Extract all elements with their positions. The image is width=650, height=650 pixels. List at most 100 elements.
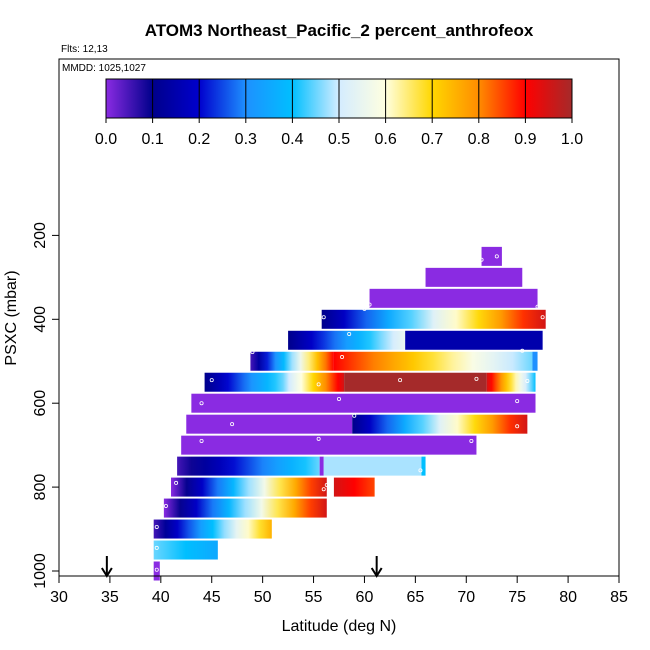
x-tick-label: 70 — [457, 589, 475, 606]
data-band-segment — [319, 456, 324, 476]
data-band-segment — [321, 309, 546, 329]
plot-area — [153, 246, 546, 581]
sample-marker — [479, 257, 484, 262]
colorbar-tick-label: 0.2 — [188, 131, 210, 148]
sample-marker — [199, 401, 204, 406]
data-band-segment — [191, 393, 536, 413]
data-band-segment — [250, 351, 334, 371]
sample-marker — [515, 399, 520, 404]
sample-marker — [324, 483, 329, 488]
y-tick-label: 800 — [32, 474, 49, 501]
data-band-segment — [163, 498, 327, 518]
data-band-segment — [323, 456, 422, 476]
x-tick-label: 35 — [101, 589, 119, 606]
colorbar-tick-label: 0.0 — [95, 131, 117, 148]
flights-label: Flts: 12,13 — [61, 44, 108, 55]
data-band-segment — [186, 414, 353, 434]
y-tick-label: 200 — [32, 222, 49, 249]
sample-marker — [336, 397, 341, 402]
data-band-segment — [153, 540, 218, 560]
y-axis-label: PSXC (mbar) — [3, 270, 20, 365]
x-tick-label: 55 — [305, 589, 323, 606]
sample-marker — [163, 503, 168, 508]
colorbar-frame — [105, 78, 573, 119]
colorbar-tick-label: 0.9 — [514, 131, 536, 148]
colorbar-tick-label: 0.7 — [421, 131, 443, 148]
data-band-segment — [352, 414, 528, 434]
sample-marker — [540, 315, 545, 320]
sample-marker — [340, 355, 345, 360]
sample-marker — [418, 468, 423, 473]
x-tick-label: 80 — [559, 589, 577, 606]
data-band-segment — [177, 456, 320, 476]
colorbar-tick-label: 1.0 — [561, 131, 583, 148]
sample-marker — [520, 348, 525, 353]
data-band-segment — [405, 330, 543, 350]
x-axis-label: Latitude (deg N) — [282, 618, 397, 635]
x-tick-label: 50 — [254, 589, 272, 606]
sample-marker — [209, 378, 214, 383]
chart-title: ATOM3 Northeast_Pacific_2 percent_anthro… — [145, 21, 534, 40]
sample-marker — [515, 424, 520, 429]
axes: 30 35 40 45 50 55 60 65 70 75 80 85 200 400 600 800 1000 — [32, 222, 628, 606]
data-band-segment — [344, 372, 487, 392]
arrow-head-icon — [101, 567, 113, 578]
x-tick-label: 85 — [610, 589, 628, 606]
sample-marker — [321, 315, 326, 320]
colorbar-tick-label: 0.4 — [281, 131, 303, 148]
data-band-segment — [171, 477, 327, 497]
sample-marker — [474, 376, 479, 381]
sample-marker — [250, 350, 255, 355]
data-band-segment — [421, 456, 426, 476]
data-band-segment — [283, 372, 345, 392]
sample-marker — [525, 378, 530, 383]
data-band-segment — [204, 372, 283, 392]
sample-marker — [398, 378, 403, 383]
sample-marker — [316, 436, 321, 441]
sample-marker — [494, 254, 499, 259]
x-tick-label: 75 — [508, 589, 526, 606]
x-tick-label: 45 — [203, 589, 221, 606]
sample-marker — [154, 567, 159, 572]
colorbar-tick-label: 0.3 — [235, 131, 257, 148]
sample-marker — [316, 382, 321, 387]
sample-marker — [230, 422, 235, 427]
sample-marker — [367, 302, 372, 307]
x-tick-label: 30 — [50, 589, 68, 606]
plot-frame — [58, 58, 620, 577]
sample-marker — [352, 413, 357, 418]
data-band-segment — [425, 267, 523, 287]
x-tick-label: 65 — [406, 589, 424, 606]
data-band-segment — [181, 435, 477, 455]
y-tick-label: 600 — [32, 390, 49, 417]
data-band-segment — [369, 288, 538, 308]
data-band-segment — [333, 477, 375, 497]
sample-marker — [321, 487, 326, 492]
data-band-segment — [532, 351, 538, 371]
colorbar: 0.0 0.1 0.2 0.3 0.4 0.5 0.6 0.7 0.8 0.9 1.0 — [95, 78, 583, 148]
sample-marker — [154, 524, 159, 529]
y-tick-label: 400 — [32, 306, 49, 333]
data-band-segment — [333, 351, 533, 371]
sample-marker — [362, 306, 367, 311]
arrow-head-icon — [370, 567, 383, 578]
data-band-segment — [153, 519, 272, 539]
x-tick-label: 40 — [152, 589, 170, 606]
y-tick-label: 1000 — [32, 553, 49, 589]
data-band-segment — [486, 372, 536, 392]
sample-marker — [174, 480, 179, 485]
sample-marker — [535, 304, 540, 309]
mmdd-label: MMDD: 1025,1027 — [62, 63, 146, 74]
data-band-segment — [481, 246, 502, 266]
sample-marker — [199, 438, 204, 443]
sample-marker — [154, 545, 159, 550]
x-tick-label: 60 — [356, 589, 374, 606]
colorbar-tick-label: 0.1 — [141, 131, 163, 148]
sample-marker — [469, 438, 474, 443]
colorbar-tick-label: 0.8 — [468, 131, 490, 148]
sample-marker — [347, 331, 352, 336]
colorbar-tick-label: 0.5 — [328, 131, 350, 148]
colorbar-tick-label: 0.6 — [374, 131, 396, 148]
data-band-segment — [288, 330, 406, 350]
